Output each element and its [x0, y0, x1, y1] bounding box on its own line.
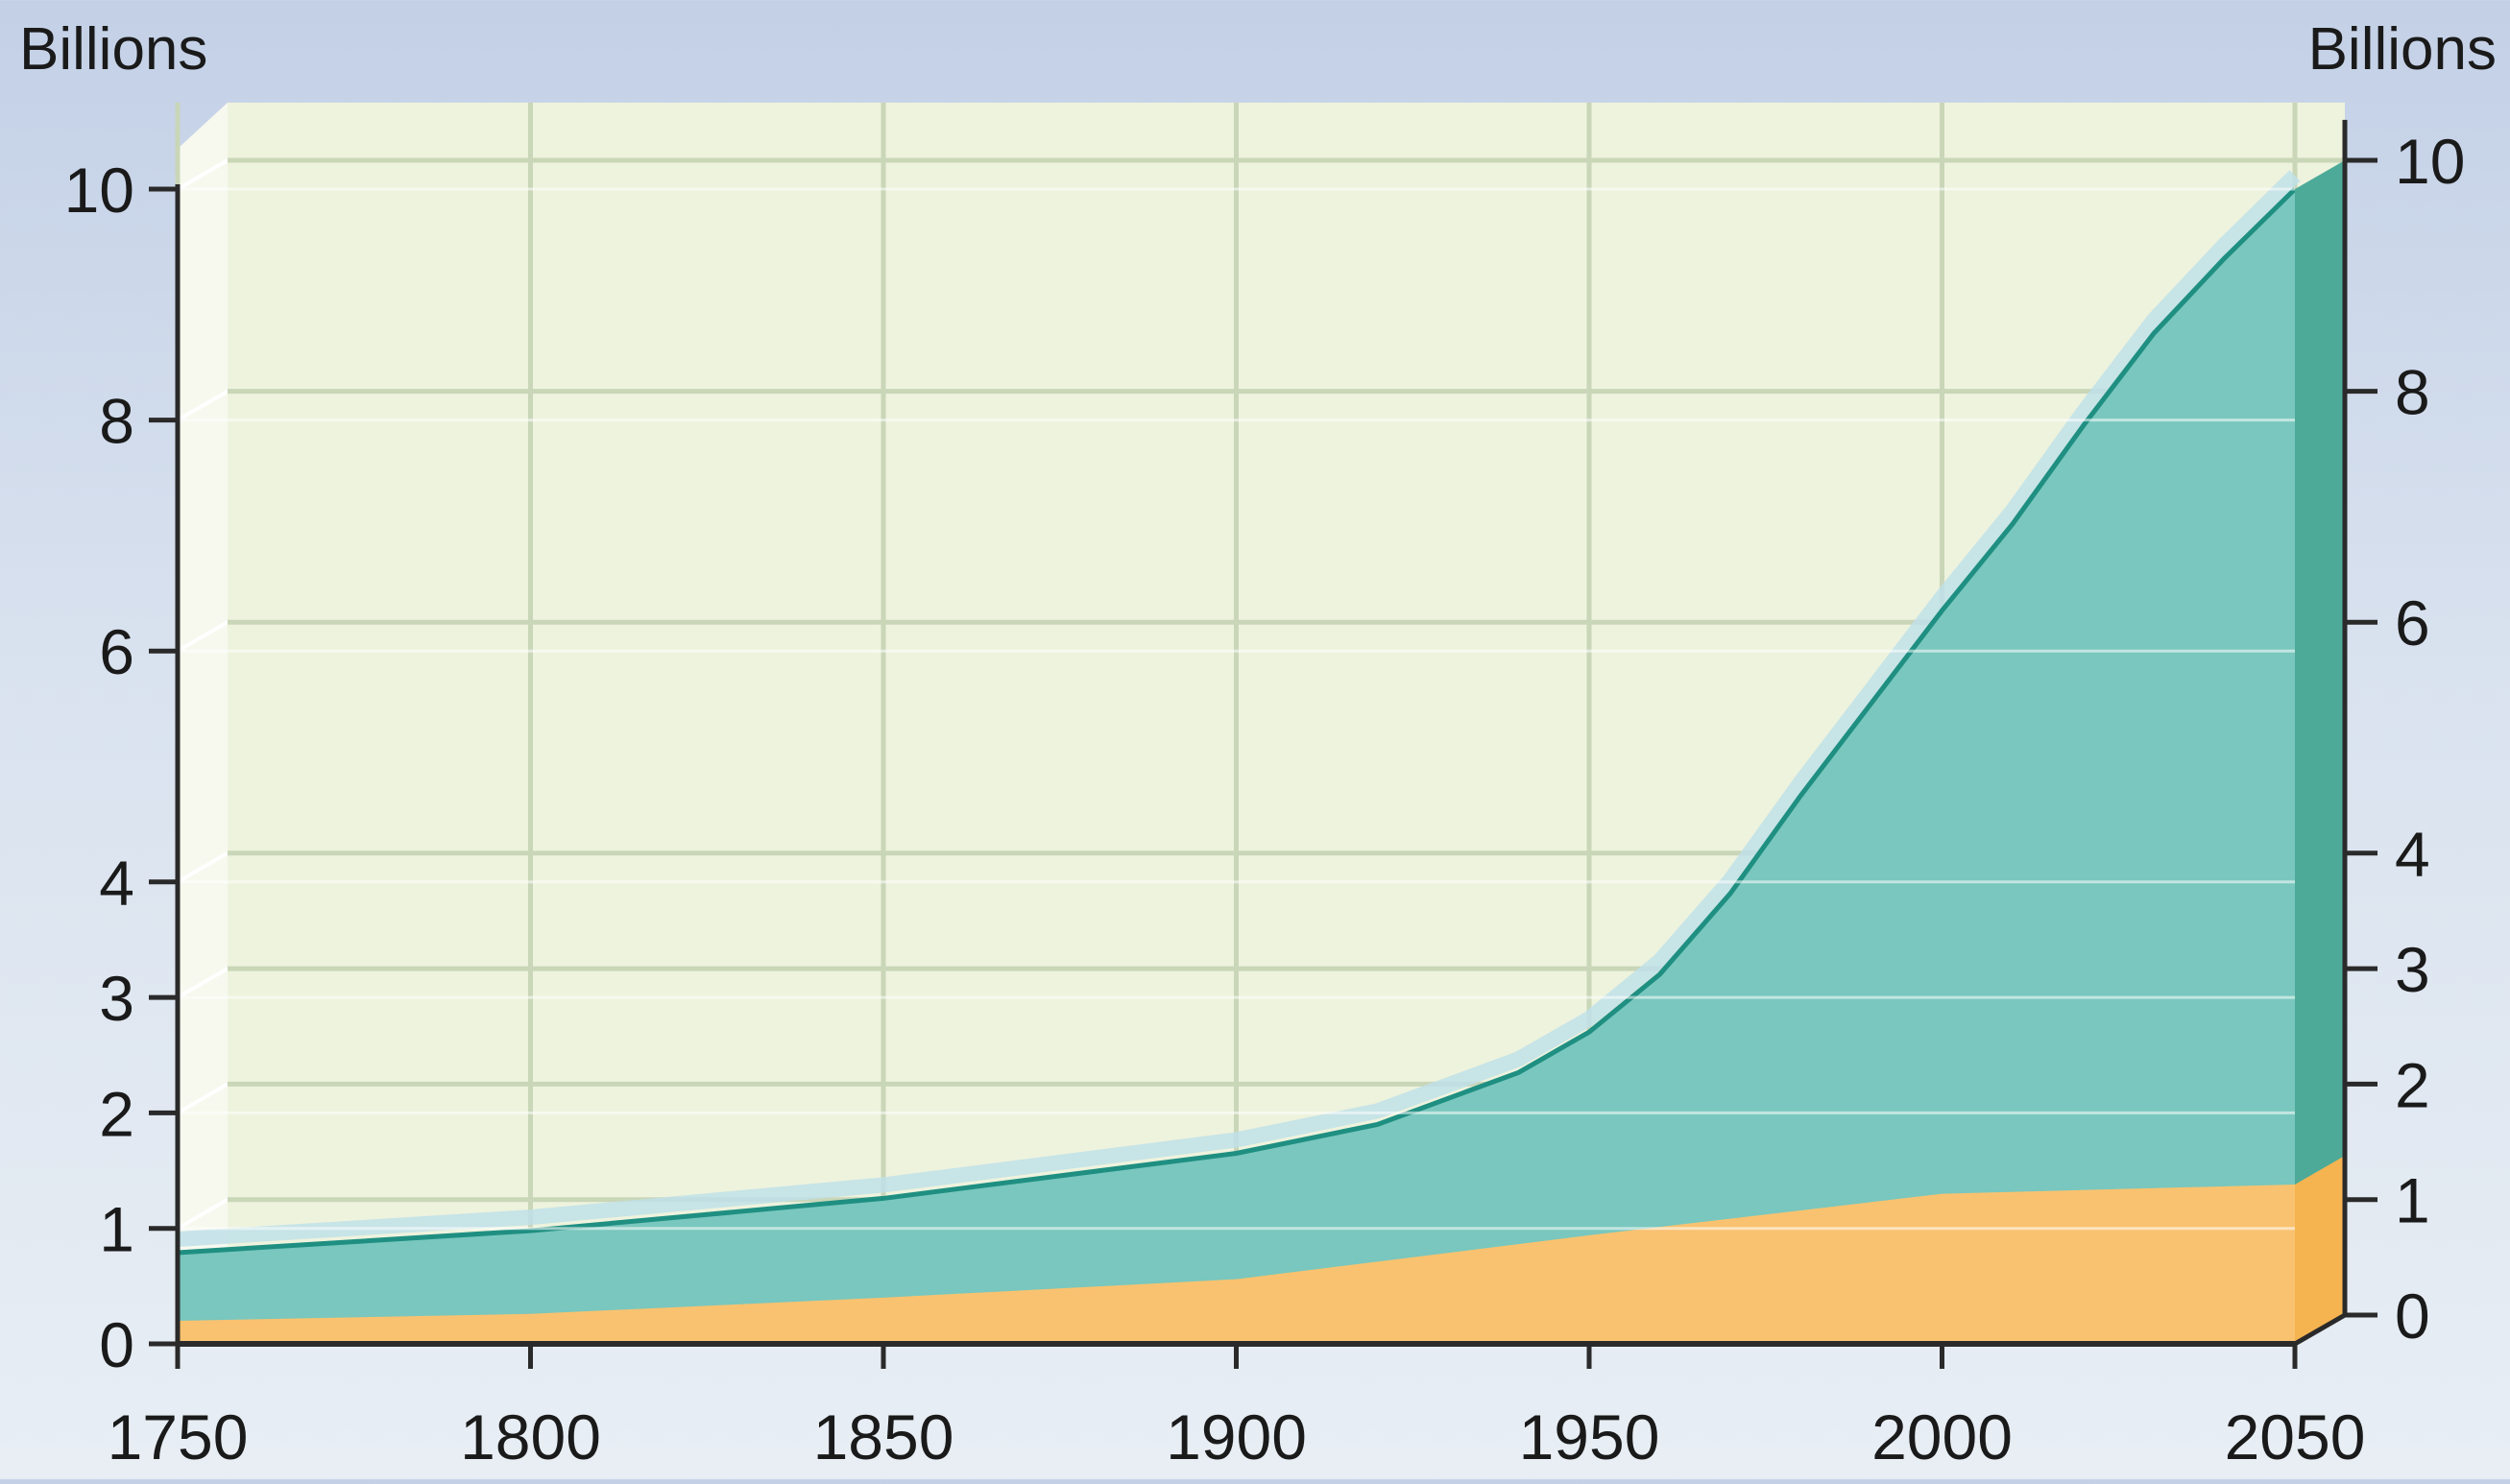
right-y-tick-label: 3: [2395, 934, 2430, 1005]
gridline-depth: [177, 1197, 229, 1231]
left-y-tick-label: 1: [99, 1194, 134, 1265]
right-y-tick-label: 8: [2395, 357, 2430, 428]
left-y-tick-label: 8: [99, 386, 134, 457]
right-y-tick-label: 6: [2395, 587, 2430, 658]
lower-series-area: [178, 1184, 2295, 1344]
left-y-tick-label: 10: [64, 155, 134, 226]
x-tick-label: 1800: [460, 1401, 601, 1472]
x-tick-label: 1850: [813, 1401, 954, 1472]
left-y-unit-label: Billions: [19, 16, 207, 83]
right-y-unit-label: Billions: [2308, 16, 2497, 83]
lower-series-side-face: [2295, 1155, 2345, 1344]
gridline-depth: [177, 851, 229, 884]
x-tick-label: 1900: [1166, 1401, 1307, 1472]
left-y-tick-label: 6: [99, 616, 134, 687]
right-y-tick-label: 1: [2395, 1165, 2430, 1236]
x-tick-label: 2050: [2225, 1401, 2366, 1472]
gridline-depth: [177, 967, 229, 999]
left-y-tick-label: 2: [99, 1078, 134, 1149]
x-tick-label: 1750: [108, 1401, 249, 1472]
upper-series-top-edge: [177, 170, 2301, 1247]
gridline-depth: [177, 620, 229, 653]
left-y-tick-label: 0: [99, 1309, 134, 1380]
right-y-tick-label: 10: [2395, 126, 2465, 197]
plot-left-wall: [178, 102, 228, 1345]
gridline-depth: [177, 1082, 229, 1115]
right-y-tick-label: 0: [2395, 1281, 2430, 1352]
floor-depth-line: [2293, 1312, 2347, 1347]
upper-series-side-face: [2295, 160, 2345, 1344]
x-tick-label: 1950: [1519, 1401, 1660, 1472]
left-y-tick-label: 3: [99, 963, 134, 1034]
upper-series-area: [178, 189, 2295, 1344]
gridline-depth: [177, 158, 229, 191]
left-y-tick-label: 4: [99, 848, 134, 919]
gridline-depth: [177, 389, 229, 422]
upper-series-line: [177, 187, 2297, 1256]
right-y-tick-label: 2: [2395, 1049, 2430, 1120]
x-tick-label: 2000: [1871, 1401, 2013, 1472]
right-y-tick-label: 4: [2395, 819, 2430, 890]
